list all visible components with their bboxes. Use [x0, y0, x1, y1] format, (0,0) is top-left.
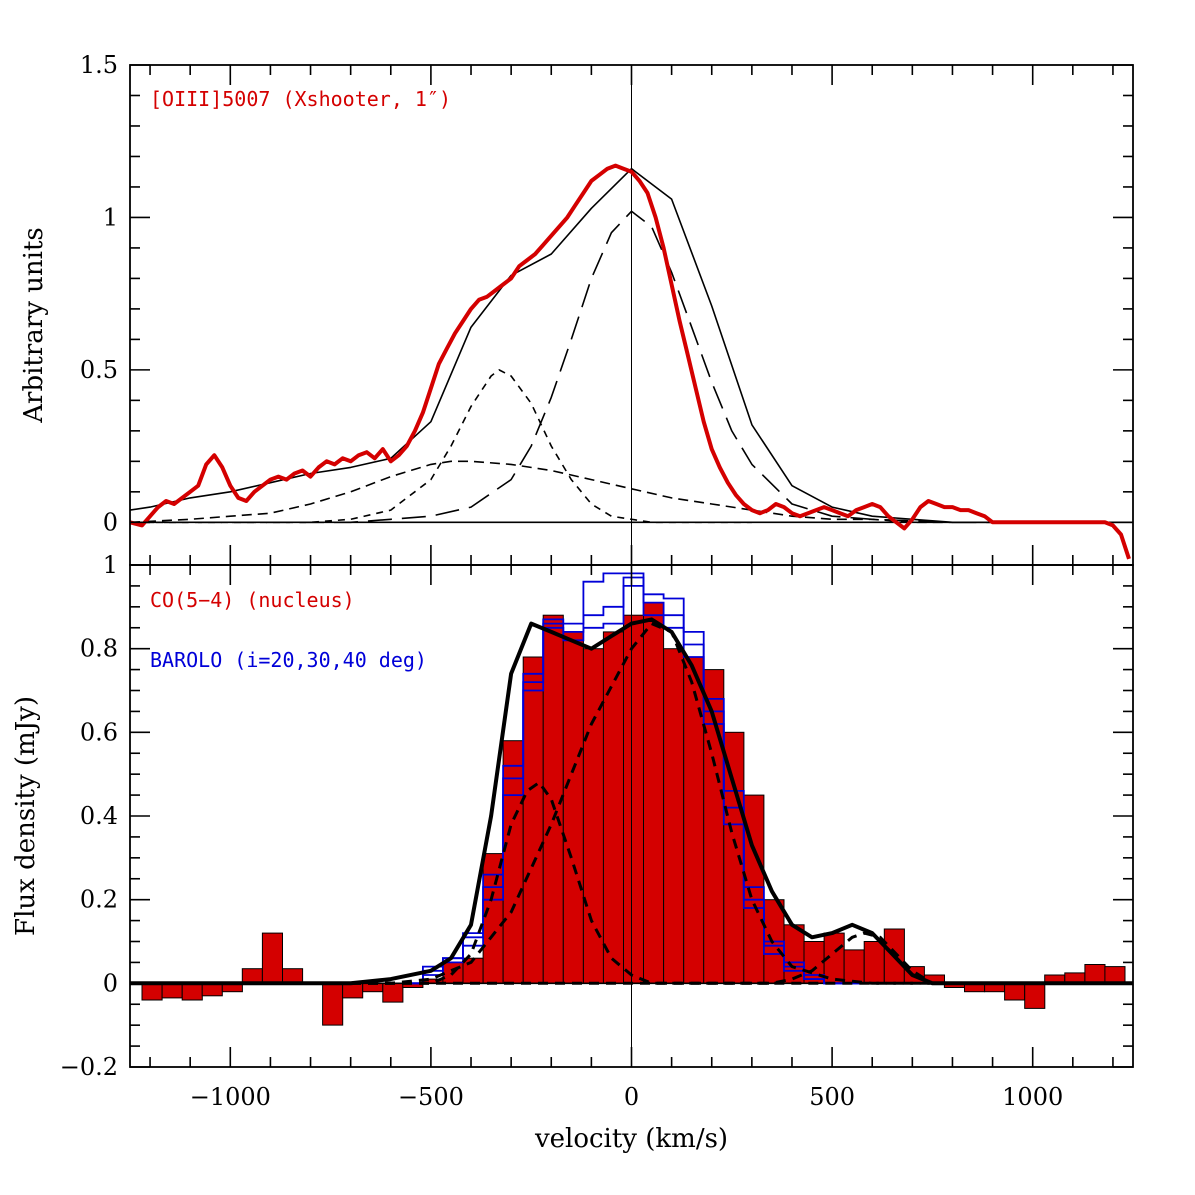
bottom-y-tick-label: −0.2: [60, 1053, 118, 1081]
x-tick-label: −1000: [190, 1083, 271, 1111]
co-histogram-bar: [322, 982, 344, 1026]
bottom-panel-co: [129, 564, 1134, 1068]
co-histogram-bar: [502, 740, 524, 984]
bottom-y-tick-label: 0.2: [80, 886, 118, 914]
co-histogram-bar: [683, 656, 705, 984]
co-histogram-bar: [181, 982, 203, 1001]
co-histogram-bar: [241, 968, 263, 984]
legend-co: CO(5−4) (nucleus): [150, 588, 355, 612]
bottom-y-tick-label: 0.6: [80, 718, 118, 746]
co-histogram-bar: [141, 982, 163, 1001]
barolo-model-i-40: [402, 572, 925, 985]
top-series-total-fit: [129, 167, 1113, 524]
top-y-tick-label: 1: [103, 203, 118, 231]
co-histogram-bar: [663, 648, 685, 984]
co-histogram-bar: [342, 982, 364, 999]
bottom-y-tick-label: 0.4: [80, 802, 118, 830]
top-series--oiii-5007-observed: [129, 163, 1131, 560]
co-histogram-bar: [562, 631, 584, 984]
bottom-y-tick-label: 0.8: [80, 635, 118, 663]
legend-oiii: [OIII]5007 (Xshooter, 1″): [150, 87, 451, 111]
co-histogram-bar: [382, 982, 404, 1003]
co-histogram-bar: [1024, 982, 1046, 1009]
co-histogram-bar: [261, 932, 283, 984]
co-histogram-bar: [1004, 982, 1026, 1001]
co-histogram-bar: [161, 982, 183, 999]
co-histogram-bar: [522, 656, 544, 984]
x-tick-label: 1000: [1002, 1083, 1063, 1111]
co-histogram-bar: [643, 602, 665, 984]
x-tick-label: 0: [624, 1083, 639, 1111]
co-histogram-bar: [623, 614, 645, 984]
bottom-series-core-component: [130, 622, 1133, 985]
legend-barolo: BAROLO (i=20,30,40 deg): [150, 648, 427, 672]
top-series-broad-component: [129, 460, 953, 524]
bottom-y-axis-title: Flux density (mJy): [11, 696, 41, 936]
top-panel-oiii: [129, 64, 1134, 566]
co-histogram-bar: [1084, 964, 1106, 984]
co-histogram-bar: [1104, 966, 1126, 984]
x-tick-label: 500: [809, 1083, 855, 1111]
top-series-blue-component: [130, 369, 752, 524]
co-histogram-bar: [602, 631, 625, 984]
co-histogram-bar: [282, 968, 304, 984]
top-y-tick-label: 0: [103, 508, 118, 536]
co-histogram-bar: [843, 949, 865, 984]
bottom-series-red-component: [130, 931, 1133, 985]
top-y-tick-label: 0.5: [80, 356, 118, 384]
bottom-y-tick-label: 0: [103, 969, 118, 997]
top-series-core-component: [130, 210, 1033, 524]
co-histogram-bar: [482, 853, 504, 984]
labels-layer: 0 0.5 1 1.5 −0.2 0 0.2 0.4 0.6 0.8 1 −1000 −500 0 500 1…: [11, 51, 1063, 1154]
co-histogram-bar: [863, 941, 885, 984]
x-axis-title: velocity (km/s): [534, 1124, 728, 1154]
top-y-tick-label: 1.5: [80, 51, 118, 79]
co-histogram-bar: [582, 648, 605, 984]
bottom-y-tick-label: 1: [103, 551, 118, 579]
x-tick-label: −500: [398, 1083, 464, 1111]
bottom-series-blue-component: [130, 781, 1133, 985]
top-y-axis-title: Arbitrary units: [19, 227, 49, 424]
